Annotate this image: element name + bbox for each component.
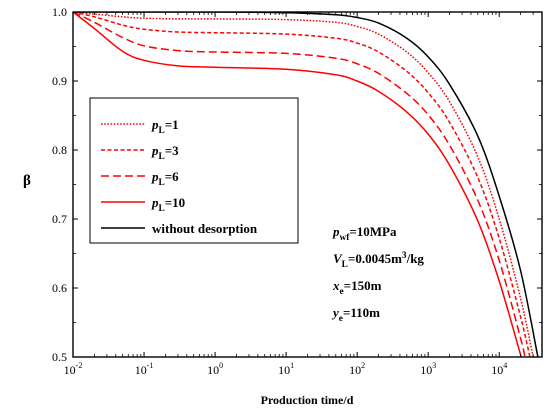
y-tick-label: 0.7 [52, 212, 67, 226]
legend: pL=1 pL=3 pL=6 pL=10 without desorption [89, 97, 299, 244]
y-tick-label: 0.6 [52, 281, 67, 295]
y-tick-label: 0.8 [52, 143, 67, 157]
series-line-3 [73, 12, 523, 357]
y-axis-tick-labels: 0.5 0.6 0.7 0.8 0.9 1.0 [52, 5, 67, 364]
legend-label-0: pL=1 [151, 117, 179, 136]
legend-label-2: pL=6 [151, 169, 179, 188]
annotation-0: pwf=10MPa [332, 224, 397, 243]
legend-label-4: without desorption [152, 221, 258, 236]
x-tick-label: 10-1 [135, 361, 154, 377]
y-tick-label: 1.0 [52, 5, 67, 19]
legend-label-1: pL=3 [151, 143, 179, 162]
x-tick-label: 101 [278, 361, 294, 377]
annotation-3: ye=110m [331, 305, 380, 324]
x-axis-tick-labels: 10-2 10-1 100 101 102 103 104 [64, 361, 508, 377]
series-line-1 [73, 12, 531, 357]
series-line-0 [73, 12, 534, 357]
y-axis-title: β [23, 173, 31, 189]
x-axis-title: Production time/d [261, 393, 354, 407]
y-tick-label: 0.9 [52, 74, 67, 88]
x-tick-label: 104 [491, 361, 507, 377]
y-axis-ticks [73, 11, 542, 358]
x-tick-label: 10-2 [64, 361, 83, 377]
x-tick-label: 100 [207, 361, 223, 377]
annotation-2: xe=150m [332, 278, 382, 297]
series-line-2 [73, 12, 526, 357]
y-tick-label: 0.5 [52, 350, 67, 364]
x-tick-label: 102 [349, 361, 365, 377]
x-tick-label: 103 [420, 361, 436, 377]
legend-box [89, 97, 299, 244]
parameter-annotations: pwf=10MPa VL=0.0045m3/kg xe=150m ye=110m [331, 224, 424, 324]
annotation-1: VL=0.0045m3/kg [333, 251, 424, 270]
legend-label-3: pL=10 [151, 195, 185, 214]
